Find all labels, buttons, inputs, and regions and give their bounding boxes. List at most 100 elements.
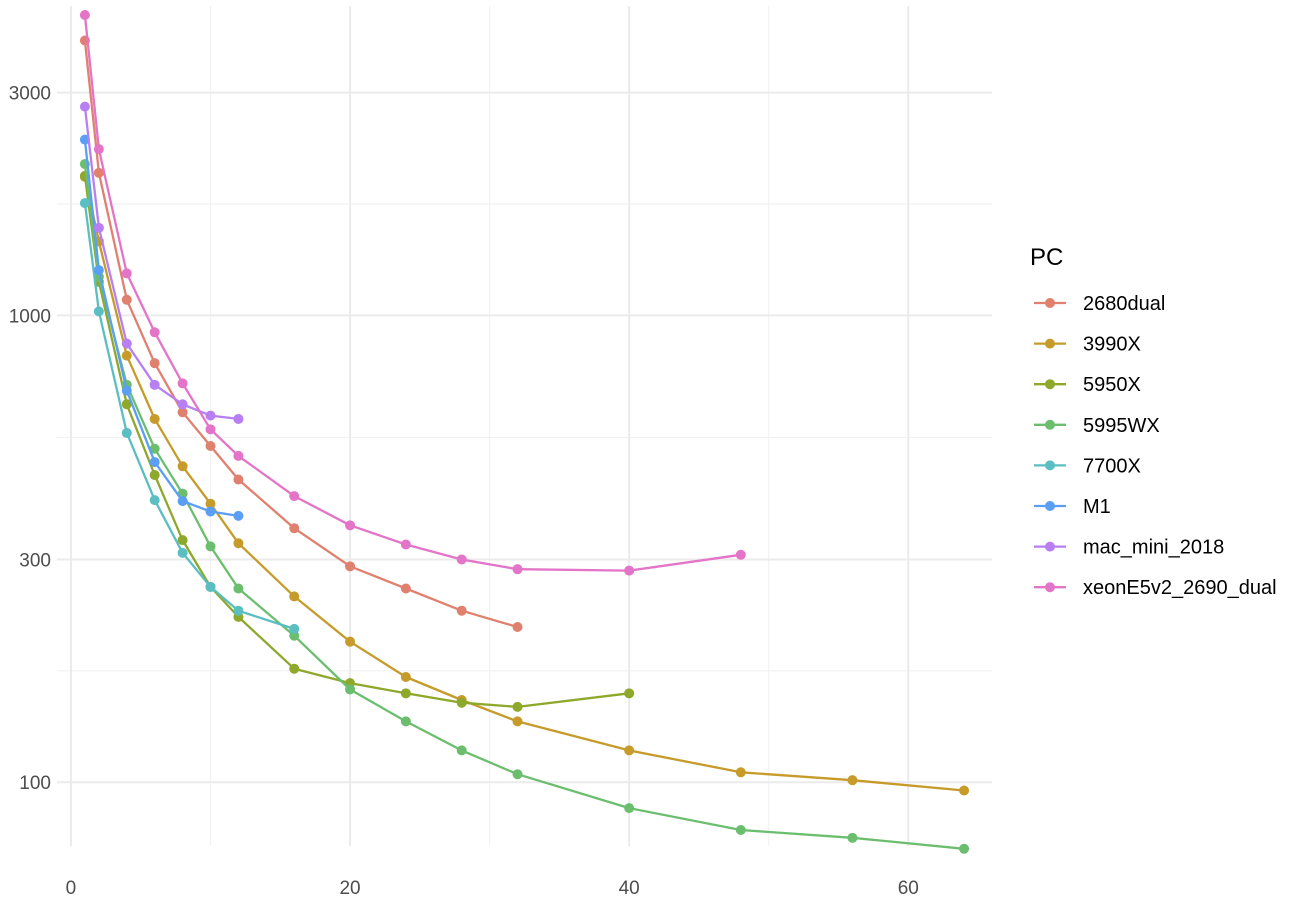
data-point xyxy=(205,410,216,421)
data-point xyxy=(177,461,188,472)
data-point xyxy=(233,413,244,424)
legend-label: 5995WX xyxy=(1083,415,1160,437)
series-line xyxy=(83,202,295,630)
legend-item: 3990X xyxy=(1034,334,1141,356)
data-point xyxy=(289,623,300,634)
data-point xyxy=(149,470,160,481)
data-point xyxy=(735,549,746,560)
data-point xyxy=(177,496,188,507)
data-point xyxy=(205,424,216,435)
series-line xyxy=(83,40,518,629)
x-tick-label: 60 xyxy=(898,878,919,899)
legend-key-point xyxy=(1045,460,1055,471)
data-point xyxy=(289,491,300,502)
legend: PC 2680dual 3990X 5950X 5995WX 7700X M1 mac_mi… xyxy=(1030,244,1277,599)
data-point xyxy=(289,663,300,674)
data-point xyxy=(149,327,160,338)
data-point xyxy=(177,547,188,558)
data-point xyxy=(93,265,104,276)
legend-key-point xyxy=(1045,419,1055,430)
series-5950X xyxy=(79,170,635,712)
data-point xyxy=(149,413,160,424)
series-M1 xyxy=(79,134,244,521)
legend-label: mac_mini_2018 xyxy=(1083,537,1224,559)
data-point xyxy=(512,564,523,575)
data-point xyxy=(205,506,216,517)
legend-label: xeonE5v2_2690_dual xyxy=(1083,577,1277,599)
data-point xyxy=(847,775,858,786)
data-point xyxy=(512,716,523,727)
data-point xyxy=(121,399,132,410)
series-line xyxy=(83,106,239,421)
legend-key-point xyxy=(1045,379,1055,390)
data-point xyxy=(177,535,188,546)
legend-label: 5950X xyxy=(1083,374,1141,396)
data-point xyxy=(149,379,160,390)
legend-item: 2680dual xyxy=(1034,293,1165,315)
data-point xyxy=(400,672,411,683)
series-line xyxy=(83,176,965,792)
legend-key-point xyxy=(1045,541,1055,552)
data-point xyxy=(512,701,523,712)
data-point xyxy=(233,510,244,521)
legend-item: mac_mini_2018 xyxy=(1034,537,1224,559)
data-point xyxy=(735,767,746,778)
plot-series xyxy=(79,10,970,854)
y-tick-label: 3000 xyxy=(9,84,51,105)
data-point xyxy=(121,350,132,361)
series-xeonE5v2_2690_dual xyxy=(79,10,746,576)
data-point xyxy=(624,803,635,814)
data-point xyxy=(624,745,635,756)
series-mac_mini_2018 xyxy=(79,101,244,424)
legend-item: 5995WX xyxy=(1034,415,1160,437)
data-point xyxy=(512,622,523,633)
data-point xyxy=(400,583,411,594)
data-point xyxy=(456,554,467,565)
data-point xyxy=(233,474,244,485)
data-point xyxy=(121,338,132,349)
data-point xyxy=(205,541,216,552)
data-point xyxy=(400,539,411,550)
grid xyxy=(57,6,992,846)
data-point xyxy=(121,294,132,305)
data-point xyxy=(345,561,356,572)
data-point xyxy=(289,591,300,602)
data-point xyxy=(512,769,523,780)
data-point xyxy=(205,581,216,592)
data-point xyxy=(93,306,104,317)
data-point xyxy=(205,498,216,509)
legend-item: 7700X xyxy=(1034,455,1141,477)
data-point xyxy=(233,450,244,461)
y-tick-label: 100 xyxy=(19,773,51,794)
data-point xyxy=(79,10,90,21)
data-point xyxy=(121,385,132,396)
series-2680dual xyxy=(79,35,523,633)
data-point xyxy=(79,198,90,209)
legend-key-point xyxy=(1045,501,1055,511)
data-point xyxy=(624,565,635,576)
data-point xyxy=(149,358,160,369)
data-point xyxy=(456,745,467,756)
x-tick-label: 40 xyxy=(619,878,640,899)
legend-key-point xyxy=(1045,338,1055,349)
data-point xyxy=(624,688,635,699)
legend-key-point xyxy=(1045,298,1055,308)
data-point xyxy=(177,407,188,418)
data-point xyxy=(121,268,132,279)
data-point xyxy=(400,716,411,727)
series-7700X xyxy=(79,198,300,634)
data-point xyxy=(205,441,216,452)
data-point xyxy=(345,684,356,695)
data-point xyxy=(149,495,160,506)
data-point xyxy=(177,378,188,389)
legend-label: 3990X xyxy=(1083,334,1141,356)
data-point xyxy=(959,843,970,854)
legend-label: 2680dual xyxy=(1083,293,1165,315)
series-3990X xyxy=(79,171,970,796)
data-point xyxy=(847,832,858,843)
legend-item: xeonE5v2_2690_dual xyxy=(1034,577,1277,599)
data-point xyxy=(456,697,467,708)
data-point xyxy=(345,520,356,531)
data-point xyxy=(233,583,244,594)
data-point xyxy=(959,785,970,796)
